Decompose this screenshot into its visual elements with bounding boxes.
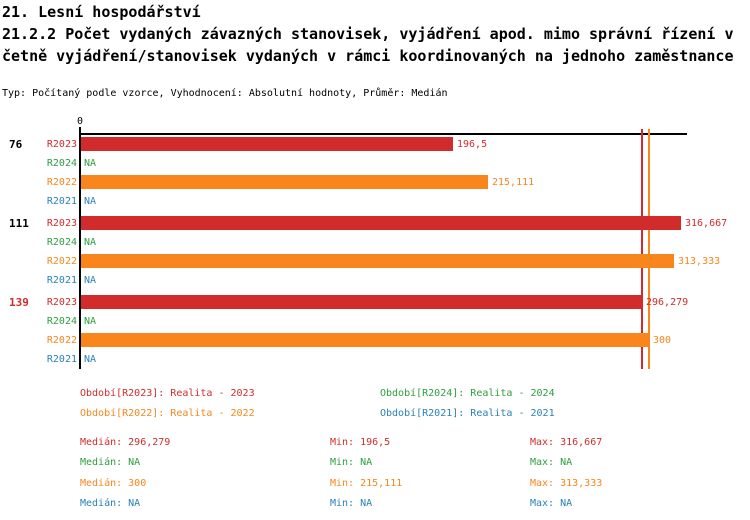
- stat-max: Max: 316,667: [530, 437, 603, 448]
- legend-item: Období[R2021]: Realita - 2021: [380, 408, 555, 419]
- legend-item: Období[R2022]: Realita - 2022: [80, 408, 255, 419]
- value-bar: [81, 175, 488, 189]
- series-row-label: R2023: [46, 297, 77, 308]
- bar-group: 111 R2023 316,667 R2024 NA R2022 313,333 R2021 N…: [0, 214, 750, 290]
- bar-value-label: 316,667: [685, 218, 728, 229]
- series-row-label: R2022: [46, 177, 77, 188]
- stat-max: Max: NA: [530, 498, 573, 509]
- chart-row: R2022 300: [0, 331, 750, 350]
- stat-max: Max: 313,333: [530, 478, 603, 489]
- stat-max: Max: NA: [530, 457, 573, 468]
- series-row-label: R2022: [46, 335, 77, 346]
- axis-zero-tick-label: 0: [76, 116, 84, 127]
- value-bar: [81, 254, 674, 268]
- chart-row: R2022 313,333: [0, 252, 750, 271]
- legend-item: Období[R2024]: Realita - 2024: [380, 388, 555, 399]
- group-label: 111: [9, 217, 29, 230]
- series-row-label: R2024: [46, 316, 77, 327]
- chart-row: R2022 215,111: [0, 173, 750, 192]
- chart-row: R2024 NA: [0, 154, 750, 173]
- bar-value-label: 215,111: [492, 177, 535, 188]
- bar-group: 139 R2023 296,279 R2024 NA R2022 300 R2021 NA: [0, 293, 750, 369]
- median-line: [641, 129, 643, 369]
- bar-value-label: 300: [653, 335, 672, 346]
- median-line: [648, 129, 650, 369]
- chart-row: R2021 NA: [0, 192, 750, 211]
- na-label: NA: [84, 316, 97, 327]
- stat-median: Medián: 296,279: [80, 437, 171, 448]
- bar-group: 76 R2023 196,5 R2024 NA R2022 215,111 R2021 NA: [0, 135, 750, 211]
- chart-row: R2024 NA: [0, 312, 750, 331]
- stat-min: Min: 215,111: [330, 478, 403, 489]
- y-axis-line: [79, 127, 81, 369]
- series-row-label: R2021: [46, 354, 77, 365]
- na-label: NA: [84, 196, 97, 207]
- series-row-label: R2023: [46, 139, 77, 150]
- chart-row: R2021 NA: [0, 271, 750, 290]
- value-bar: [81, 295, 642, 309]
- na-label: NA: [84, 354, 97, 365]
- stat-median: Medián: 300: [80, 478, 147, 489]
- x-axis-line: [79, 133, 687, 135]
- na-label: NA: [84, 158, 97, 169]
- na-label: NA: [84, 275, 97, 286]
- legend-item: Období[R2023]: Realita - 2023: [80, 388, 255, 399]
- series-row-label: R2021: [46, 275, 77, 286]
- bar-value-label: 296,279: [646, 297, 689, 308]
- series-row-label: R2022: [46, 256, 77, 267]
- indicator-title-line1: 21.2.2 Počet vydaných závazných stanovis…: [2, 25, 734, 43]
- plot-area: 76 R2023 196,5 R2024 NA R2022 215,111 R2021 NA 11…: [0, 135, 750, 372]
- value-bar: [81, 333, 649, 347]
- stat-median: Medián: NA: [80, 457, 141, 468]
- value-bar: [81, 216, 681, 230]
- series-row-label: R2023: [46, 218, 77, 229]
- chart-meta: Typ: Počítaný podle vzorce, Vyhodnocení:…: [2, 88, 448, 99]
- chart-row: R2023 296,279: [0, 293, 750, 312]
- bar-value-label: 313,333: [678, 256, 721, 267]
- stat-median: Medián: NA: [80, 498, 141, 509]
- group-label: 76: [9, 138, 23, 151]
- series-row-label: R2024: [46, 237, 77, 248]
- chart-row: R2023 316,667: [0, 214, 750, 233]
- group-label: 139: [9, 296, 29, 309]
- chart-row: R2024 NA: [0, 233, 750, 252]
- stat-min: Min: 196,5: [330, 437, 391, 448]
- stat-min: Min: NA: [330, 457, 373, 468]
- indicator-title-line2: četně vyjádření/stanovisek vydaných v rá…: [2, 47, 734, 65]
- bar-value-label: 196,5: [457, 139, 488, 150]
- value-bar: [81, 137, 453, 151]
- chart-row: R2021 NA: [0, 350, 750, 369]
- chapter-title: 21. Lesní hospodářství: [2, 3, 201, 21]
- series-row-label: R2021: [46, 196, 77, 207]
- chart-row: R2023 196,5: [0, 135, 750, 154]
- series-row-label: R2024: [46, 158, 77, 169]
- na-label: NA: [84, 237, 97, 248]
- stat-min: Min: NA: [330, 498, 373, 509]
